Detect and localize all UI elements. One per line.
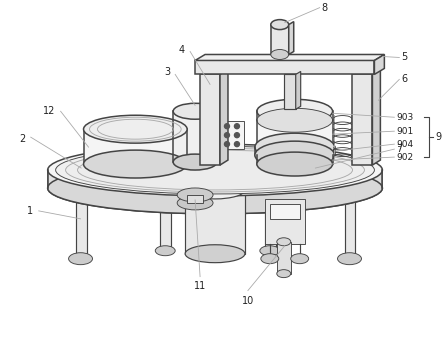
- Polygon shape: [374, 55, 385, 74]
- Polygon shape: [296, 71, 301, 109]
- Polygon shape: [289, 22, 294, 55]
- Ellipse shape: [48, 144, 382, 196]
- Text: 3: 3: [164, 67, 170, 78]
- Ellipse shape: [255, 141, 334, 169]
- Text: 901: 901: [396, 127, 414, 136]
- Text: 9: 9: [435, 132, 441, 142]
- Bar: [270, 204, 300, 219]
- Ellipse shape: [185, 181, 245, 199]
- Ellipse shape: [255, 133, 334, 161]
- Text: 4: 4: [179, 45, 185, 55]
- Bar: [84, 129, 187, 164]
- Ellipse shape: [177, 196, 213, 210]
- Polygon shape: [195, 55, 385, 60]
- Bar: [265, 178, 276, 251]
- Ellipse shape: [84, 150, 187, 178]
- Ellipse shape: [173, 103, 217, 119]
- Ellipse shape: [173, 154, 217, 170]
- Circle shape: [225, 124, 229, 129]
- Bar: [257, 155, 333, 164]
- Ellipse shape: [277, 270, 291, 278]
- Bar: [271, 25, 289, 55]
- Bar: [257, 120, 333, 147]
- Ellipse shape: [155, 246, 175, 256]
- Text: 12: 12: [43, 106, 56, 116]
- Polygon shape: [48, 170, 382, 188]
- Text: 6: 6: [401, 74, 408, 84]
- Bar: [284, 74, 296, 109]
- Bar: [222, 121, 244, 149]
- Ellipse shape: [338, 253, 361, 265]
- Text: 902: 902: [396, 153, 413, 162]
- Ellipse shape: [66, 148, 365, 192]
- Ellipse shape: [291, 254, 309, 264]
- Bar: [257, 111, 333, 120]
- Bar: [353, 74, 373, 165]
- Circle shape: [234, 142, 239, 146]
- Polygon shape: [220, 69, 228, 165]
- Text: 8: 8: [322, 3, 328, 13]
- Bar: [76, 170, 86, 259]
- Bar: [160, 178, 171, 251]
- Ellipse shape: [257, 108, 333, 132]
- Ellipse shape: [78, 150, 353, 190]
- Ellipse shape: [84, 115, 187, 143]
- Ellipse shape: [69, 253, 93, 265]
- Text: 903: 903: [396, 113, 414, 122]
- Ellipse shape: [177, 188, 213, 202]
- Bar: [200, 74, 220, 165]
- Bar: [195, 60, 374, 74]
- Bar: [265, 199, 305, 244]
- Ellipse shape: [257, 152, 333, 176]
- Circle shape: [234, 124, 239, 129]
- Ellipse shape: [277, 238, 291, 246]
- Text: 904: 904: [396, 140, 413, 149]
- Ellipse shape: [260, 246, 280, 256]
- Ellipse shape: [56, 146, 374, 194]
- Text: 2: 2: [19, 134, 26, 144]
- Polygon shape: [373, 69, 381, 165]
- Ellipse shape: [48, 162, 382, 214]
- Text: 1: 1: [27, 206, 33, 216]
- Ellipse shape: [271, 20, 289, 29]
- Text: 7: 7: [396, 144, 403, 154]
- Bar: [185, 190, 245, 254]
- Circle shape: [234, 133, 239, 137]
- Bar: [187, 195, 203, 203]
- Text: 5: 5: [401, 52, 408, 62]
- Bar: [345, 170, 355, 259]
- Circle shape: [225, 133, 229, 137]
- Bar: [255, 147, 334, 155]
- Circle shape: [225, 142, 229, 146]
- Bar: [173, 111, 217, 162]
- Ellipse shape: [185, 245, 245, 263]
- Ellipse shape: [261, 254, 279, 264]
- Bar: [277, 242, 291, 274]
- Ellipse shape: [257, 99, 333, 123]
- Ellipse shape: [271, 50, 289, 60]
- Text: 11: 11: [194, 281, 206, 290]
- Text: 10: 10: [242, 295, 254, 306]
